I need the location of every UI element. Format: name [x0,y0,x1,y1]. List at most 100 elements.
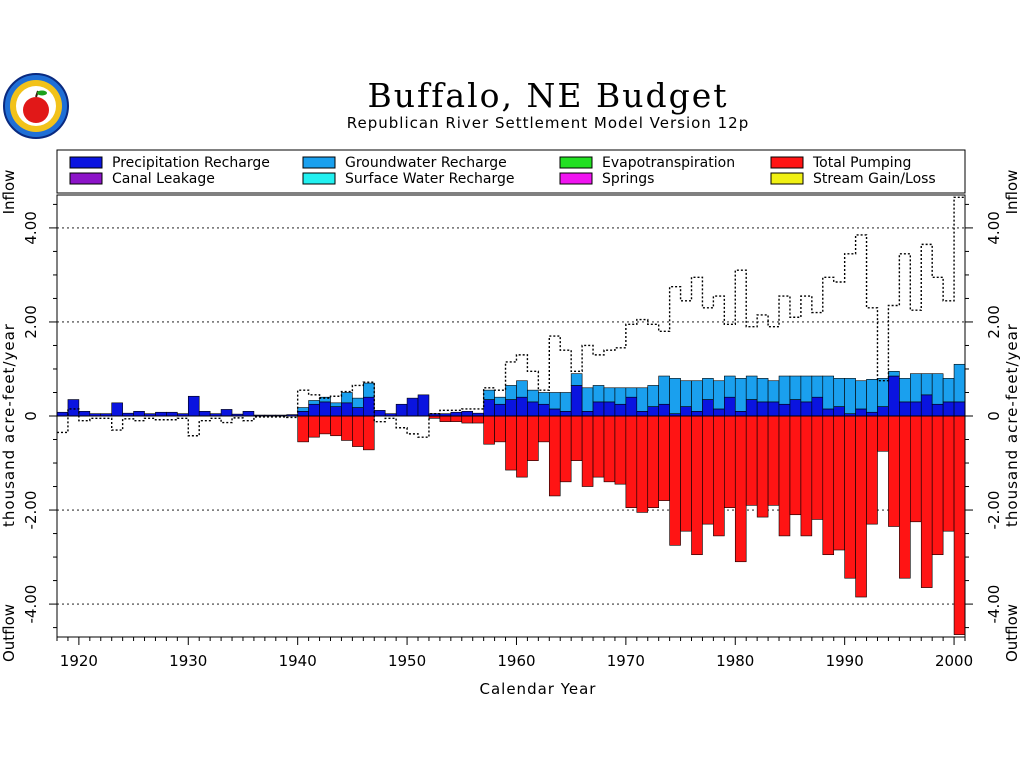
bar-total-pumping [625,415,638,508]
legend-label: Canal Leakage [112,171,215,187]
bar-total-pumping [953,415,966,635]
bar-groundwater-recharge [734,378,747,412]
legend-swatch [559,172,593,185]
bar-total-pumping [899,415,911,579]
bar-precipitation-recharge [527,401,539,417]
bar-precipitation-recharge [330,406,342,417]
bar-precipitation-recharge [953,401,966,417]
bar-precipitation-recharge [548,408,561,417]
bar-groundwater-recharge [363,382,375,398]
bar-total-pumping [866,415,878,525]
bar-groundwater-recharge [308,400,320,405]
bar-groundwater-recharge [548,392,561,410]
bar-groundwater-recharge [483,389,495,400]
bar-total-pumping [669,415,681,546]
bar-groundwater-recharge [352,397,364,408]
bar-total-pumping [472,415,484,424]
bar-total-pumping [855,415,867,598]
bar-total-pumping [363,415,375,451]
x-tick-label: 1960 [497,652,535,670]
inflow-label-right: Inflow [1003,170,1021,215]
x-tick-label: 1940 [279,652,317,670]
legend-swatch [69,156,103,169]
bar-total-pumping [330,415,342,437]
bar-total-pumping [603,415,616,483]
bar-total-pumping [527,415,539,461]
bar-total-pumping [341,415,353,441]
bar-precipitation-recharge [220,409,233,417]
bar-total-pumping [745,415,758,506]
bar-groundwater-recharge [297,407,309,412]
bar-precipitation-recharge [702,399,714,417]
bar-total-pumping [910,415,922,523]
bar-total-pumping [483,415,495,445]
bar-total-pumping [297,415,309,443]
logo-seal [2,72,70,140]
bar-total-pumping [352,415,364,447]
bar-precipitation-recharge [67,399,80,417]
y-tick-label-left: 0 [22,411,40,421]
bar-total-pumping [800,415,813,537]
bar-precipitation-recharge [811,396,824,417]
bar-precipitation-recharge [352,407,364,417]
bar-groundwater-recharge [822,375,835,410]
bar-precipitation-recharge [461,410,474,417]
bar-groundwater-recharge [559,392,572,412]
bar-groundwater-recharge [953,363,966,403]
y-tick-label-left: -4.00 [22,585,40,624]
bar-groundwater-recharge [527,389,539,403]
legend-swatch [69,172,103,185]
bar-groundwater-recharge [647,385,659,407]
bar-precipitation-recharge [734,410,747,417]
bar-precipitation-recharge [800,401,813,417]
bar-groundwater-recharge [680,380,692,407]
y-tick-label-right: -2.00 [985,491,1003,530]
y-tick-label-right: -4.00 [985,585,1003,624]
legend-label: Total Pumping [812,155,911,171]
bar-total-pumping [450,415,463,422]
chart-title: Buffalo, NE Budget [367,76,729,115]
legend-label: Evapotranspiration [602,155,735,171]
bar-total-pumping [767,415,780,506]
bar-groundwater-recharge [899,378,911,403]
bar-total-pumping [942,415,955,532]
bar-groundwater-recharge [341,392,353,404]
bar-total-pumping [822,415,835,556]
x-tick-label: 1930 [169,652,207,670]
legend: Precipitation Recharge Groundwater Rechar… [56,149,966,194]
bar-precipitation-recharge [756,401,769,417]
axes: 1920 1930 1940 1950 1960 1970 1980 1990 2000 Cale… [0,170,1021,698]
bar-groundwater-recharge [592,385,605,403]
bar-precipitation-recharge [56,411,69,417]
bar-groundwater-recharge [636,387,649,412]
bar-precipitation-recharge [603,401,616,417]
bar-groundwater-recharge [494,396,506,405]
bar-precipitation-recharge [888,375,900,417]
bar-total-pumping [636,415,649,513]
bar-total-pumping [778,415,791,537]
bar-precipitation-recharge [680,406,692,417]
chart-subtitle: Republican River Settlement Model Versio… [346,114,750,132]
bar-groundwater-recharge [778,375,791,405]
bar-groundwater-recharge [745,375,758,400]
bar-precipitation-recharge [877,406,889,417]
bar-total-pumping [844,415,856,579]
bar-precipitation-recharge [111,402,123,417]
bar-total-pumping [614,415,627,485]
bar-precipitation-recharge [833,406,845,417]
bar-precipitation-recharge [724,396,736,417]
bar-groundwater-recharge [920,373,933,396]
bar-precipitation-recharge [363,396,375,417]
bar-precipitation-recharge [166,411,178,417]
legend-label: Surface Water Recharge [345,171,515,187]
bar-precipitation-recharge [920,394,933,417]
legend-box [56,149,966,194]
bar-precipitation-recharge [505,399,517,417]
bar-precipitation-recharge [198,410,211,417]
bar-precipitation-recharge [581,410,594,417]
bar-total-pumping [581,415,594,487]
bar-groundwater-recharge [581,387,594,412]
bar-total-pumping [461,415,474,424]
bar-groundwater-recharge [713,380,725,410]
bar-groundwater-recharge [603,387,616,403]
